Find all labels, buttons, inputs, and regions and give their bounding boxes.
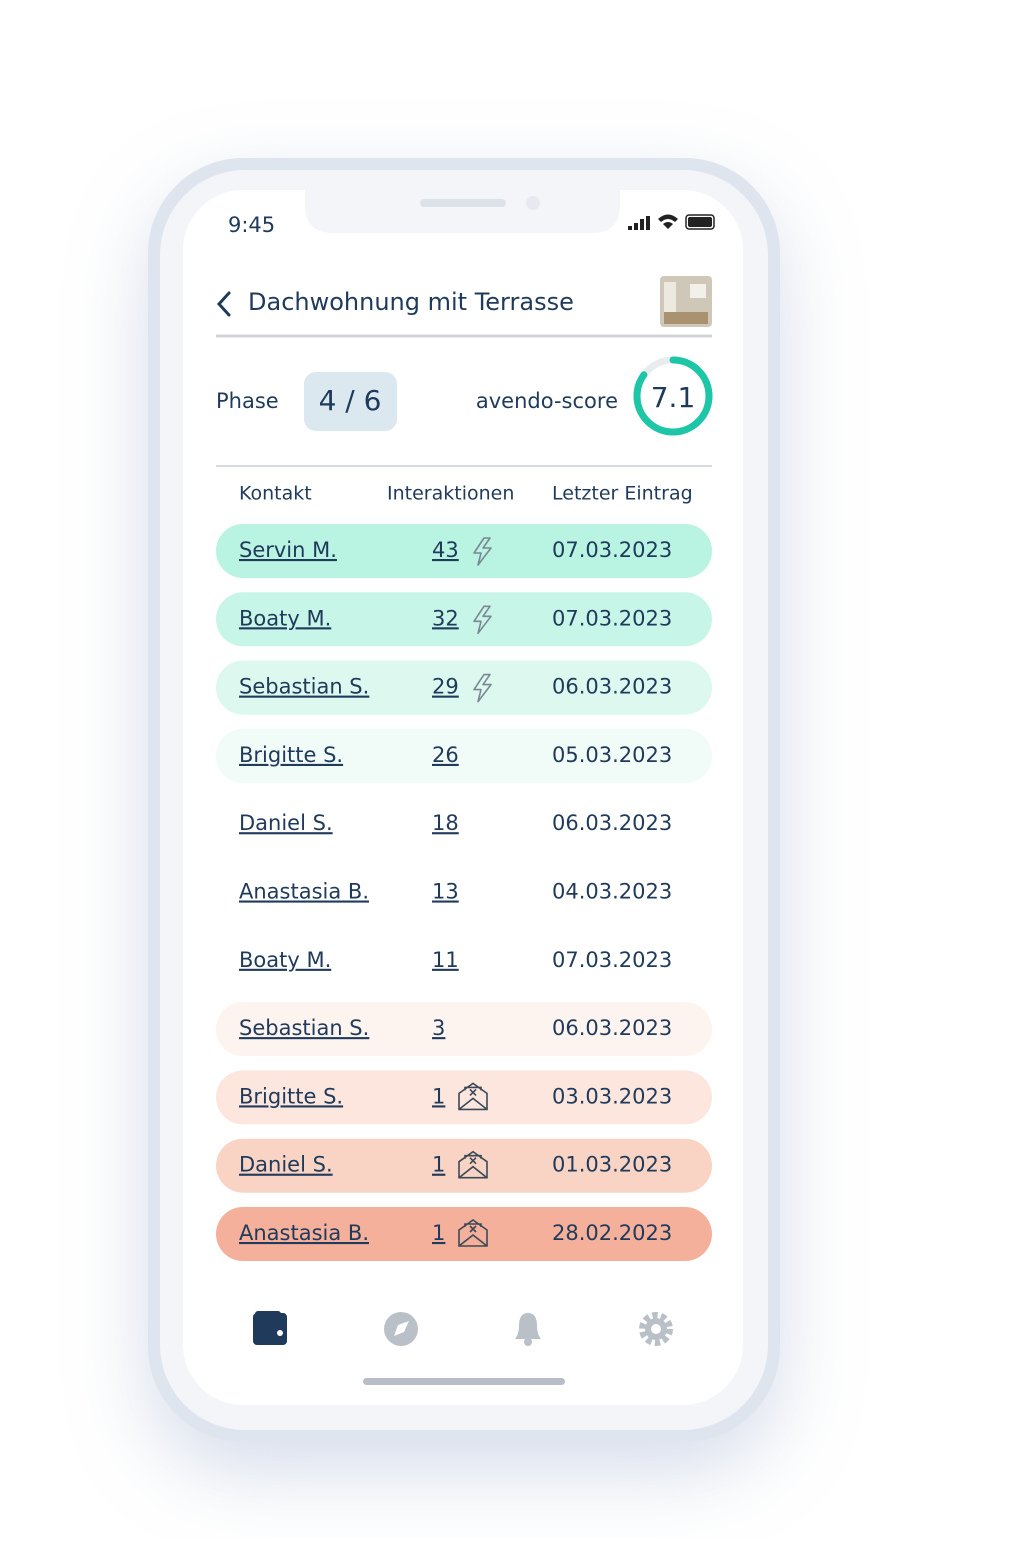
column-header: Kontakt [239, 483, 312, 505]
tab-wallet[interactable] [253, 1311, 287, 1345]
last-entry-date: 04.03.2023 [552, 880, 672, 904]
column-header: Letzter Eintrag [552, 483, 693, 505]
last-entry-date: 06.03.2023 [552, 811, 672, 835]
tab-explore[interactable] [384, 1312, 418, 1346]
interaction-count[interactable]: 26 [432, 743, 459, 767]
tab-notifications[interactable] [515, 1313, 541, 1346]
contact-name[interactable]: Boaty M. [239, 606, 331, 630]
score-label: avendo-score [476, 389, 618, 413]
table-row: Boaty M. 11 07.03.2023 [239, 948, 672, 972]
row-background [216, 592, 712, 647]
table-row: Sebastian S. 3 06.03.2023 [216, 1002, 712, 1057]
table-row: Boaty M. 32 07.03.2023 [216, 592, 712, 647]
contact-name[interactable]: Daniel S. [239, 1153, 333, 1177]
interaction-count[interactable]: 43 [432, 538, 459, 562]
column-header: Interaktionen [387, 483, 514, 505]
contact-name[interactable]: Daniel S. [239, 811, 333, 835]
interaction-count[interactable]: 1 [432, 1221, 445, 1245]
row-background [216, 524, 712, 578]
contact-name[interactable]: Brigitte S. [239, 743, 343, 767]
row-background [216, 1002, 712, 1057]
activity-icon [473, 673, 492, 703]
last-entry-date: 06.03.2023 [552, 1016, 672, 1040]
row-background [216, 728, 712, 783]
table-row: Daniel S. 18 06.03.2023 [239, 811, 672, 835]
last-entry-date: 05.03.2023 [552, 743, 672, 767]
interaction-count[interactable]: 13 [432, 880, 459, 904]
row-background [216, 1207, 712, 1261]
table-row: Sebastian S. 29 06.03.2023 [216, 660, 712, 715]
last-entry-date: 01.03.2023 [552, 1153, 672, 1177]
unread-mail-icon [458, 1150, 488, 1179]
table-row: Servin M. 43 07.03.2023 [216, 524, 712, 578]
property-thumbnail[interactable] [660, 276, 712, 327]
interaction-count[interactable]: 3 [432, 1016, 445, 1040]
row-background [216, 1138, 712, 1193]
unread-mail-icon [458, 1082, 488, 1111]
table-row: Daniel S. 1 01.03.2023 [216, 1138, 712, 1193]
activity-icon [473, 537, 492, 566]
score-ring [633, 356, 713, 436]
interaction-count[interactable]: 29 [432, 675, 459, 699]
last-entry-date: 28.02.2023 [552, 1221, 672, 1245]
phase-label: Phase [216, 389, 279, 413]
notch [305, 190, 620, 233]
phase-value: 4 / 6 [319, 384, 382, 417]
table-row: Anastasia B. 1 28.02.2023 [216, 1207, 712, 1261]
interaction-count[interactable]: 1 [432, 1153, 445, 1177]
last-entry-date: 07.03.2023 [552, 948, 672, 972]
table-row: Brigitte S. 26 05.03.2023 [216, 728, 712, 783]
row-background [216, 660, 712, 715]
speaker [420, 199, 506, 207]
contact-table: Servin M. 43 07.03.2023 Boaty M. 32 07.03.202… [216, 524, 712, 1261]
unread-mail-icon [458, 1219, 488, 1247]
interaction-count[interactable]: 18 [432, 811, 459, 835]
last-entry-date: 06.03.2023 [552, 675, 672, 699]
phase-badge [304, 372, 397, 431]
contact-name[interactable]: Anastasia B. [239, 880, 369, 904]
score-value: 7.1 [651, 381, 696, 414]
home-indicator [363, 1378, 565, 1385]
contact-name[interactable]: Brigitte S. [239, 1084, 343, 1108]
contact-name[interactable]: Boaty M. [239, 948, 331, 972]
status-time: 9:45 [228, 213, 275, 237]
camera [526, 196, 540, 210]
contact-name[interactable]: Sebastian S. [239, 675, 369, 699]
contact-name[interactable]: Sebastian S. [239, 1016, 369, 1040]
status-icons [628, 214, 715, 230]
interaction-count[interactable]: 1 [432, 1084, 445, 1108]
contact-name[interactable]: Servin M. [239, 538, 337, 562]
interaction-count[interactable]: 32 [432, 606, 459, 630]
contact-name[interactable]: Anastasia B. [239, 1221, 369, 1245]
last-entry-date: 03.03.2023 [552, 1084, 672, 1108]
row-background [216, 1070, 712, 1125]
page-title: Dachwohnung mit Terrasse [248, 288, 574, 316]
last-entry-date: 07.03.2023 [552, 606, 672, 630]
tab-bar [253, 1311, 673, 1346]
last-entry-date: 07.03.2023 [552, 538, 672, 562]
interaction-count[interactable]: 11 [432, 948, 459, 972]
table-row: Anastasia B. 13 04.03.2023 [239, 880, 672, 904]
activity-icon [473, 605, 492, 635]
back-button[interactable] [216, 291, 231, 317]
table-row: Brigitte S. 1 03.03.2023 [216, 1070, 712, 1125]
tab-settings[interactable] [639, 1312, 673, 1346]
